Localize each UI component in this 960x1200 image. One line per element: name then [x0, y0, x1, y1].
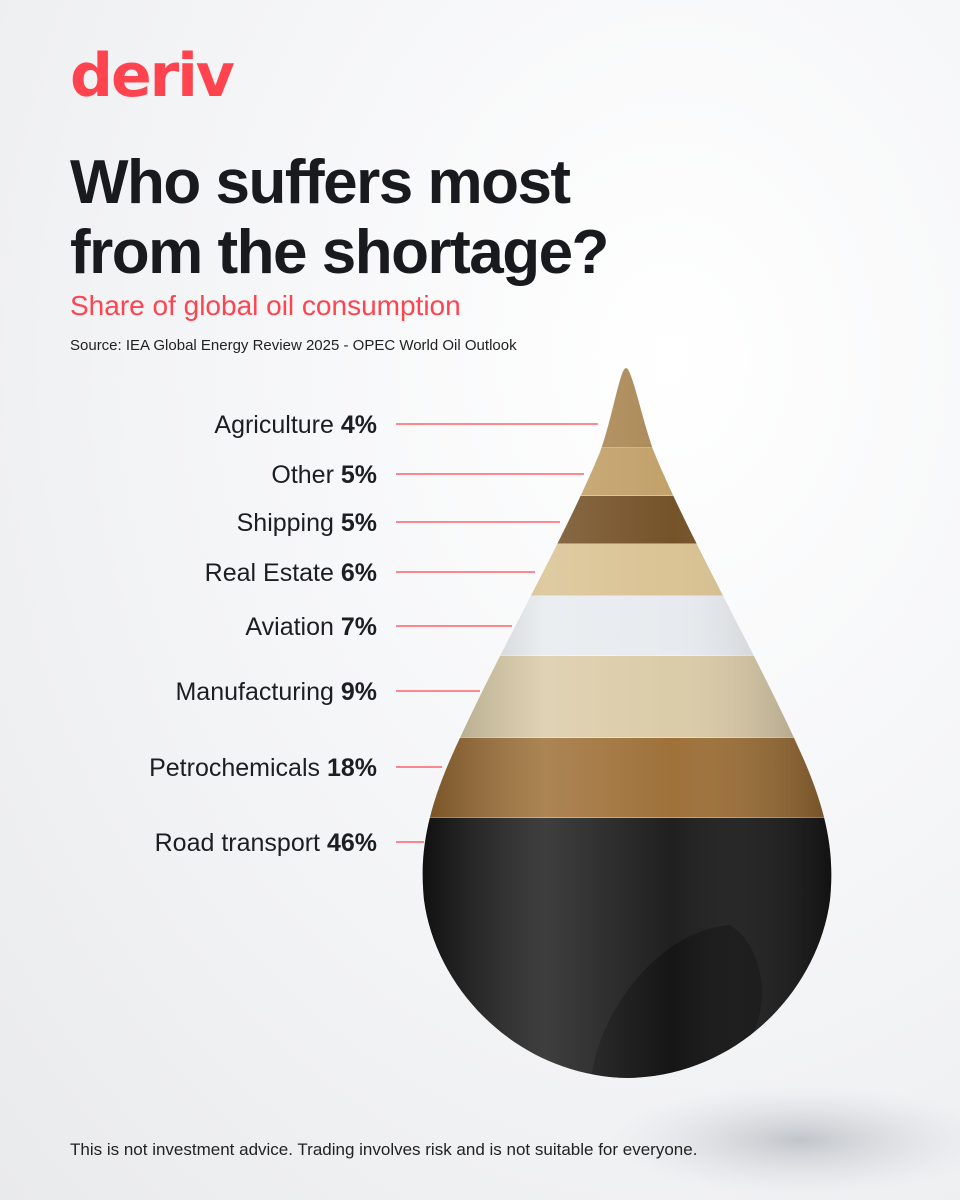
value-label: 5% — [341, 509, 377, 537]
value-label: 4% — [341, 411, 377, 439]
category-label: Other 5% — [271, 461, 377, 489]
value-label: 7% — [341, 613, 377, 641]
category-name: Manufacturing — [175, 678, 340, 706]
value-label: 5% — [341, 461, 377, 489]
category-name: Aviation — [245, 613, 340, 641]
category-label: Road transport 46% — [155, 829, 377, 857]
chart-subtitle: Share of global oil consumption — [70, 290, 461, 321]
disclaimer-text: This is not investment advice. Trading i… — [70, 1140, 698, 1159]
value-label: 46% — [327, 829, 377, 857]
category-label: Manufacturing 9% — [175, 678, 377, 706]
page-title: Who suffers most from the shortage? — [70, 148, 609, 287]
drop-shadow — [610, 1085, 960, 1195]
source-note: Source: IEA Global Energy Review 2025 - … — [70, 337, 517, 354]
value-label: 9% — [341, 678, 377, 706]
category-name: Agriculture — [214, 411, 340, 439]
drop-sheen — [422, 368, 832, 1078]
category-label: Shipping 5% — [237, 509, 377, 537]
category-name: Shipping — [237, 509, 341, 537]
category-label: Petrochemicals 18% — [149, 754, 377, 782]
category-label: Agriculture 4% — [214, 411, 377, 439]
deriv-logo: deriv — [70, 41, 235, 111]
category-name: Petrochemicals — [149, 754, 327, 782]
category-name: Road transport — [155, 829, 327, 857]
value-label: 18% — [327, 754, 377, 782]
category-name: Real Estate — [205, 559, 341, 587]
value-label: 6% — [341, 559, 377, 587]
category-name: Other — [271, 461, 340, 489]
category-label: Aviation 7% — [245, 613, 377, 641]
category-label: Real Estate 6% — [205, 559, 377, 587]
